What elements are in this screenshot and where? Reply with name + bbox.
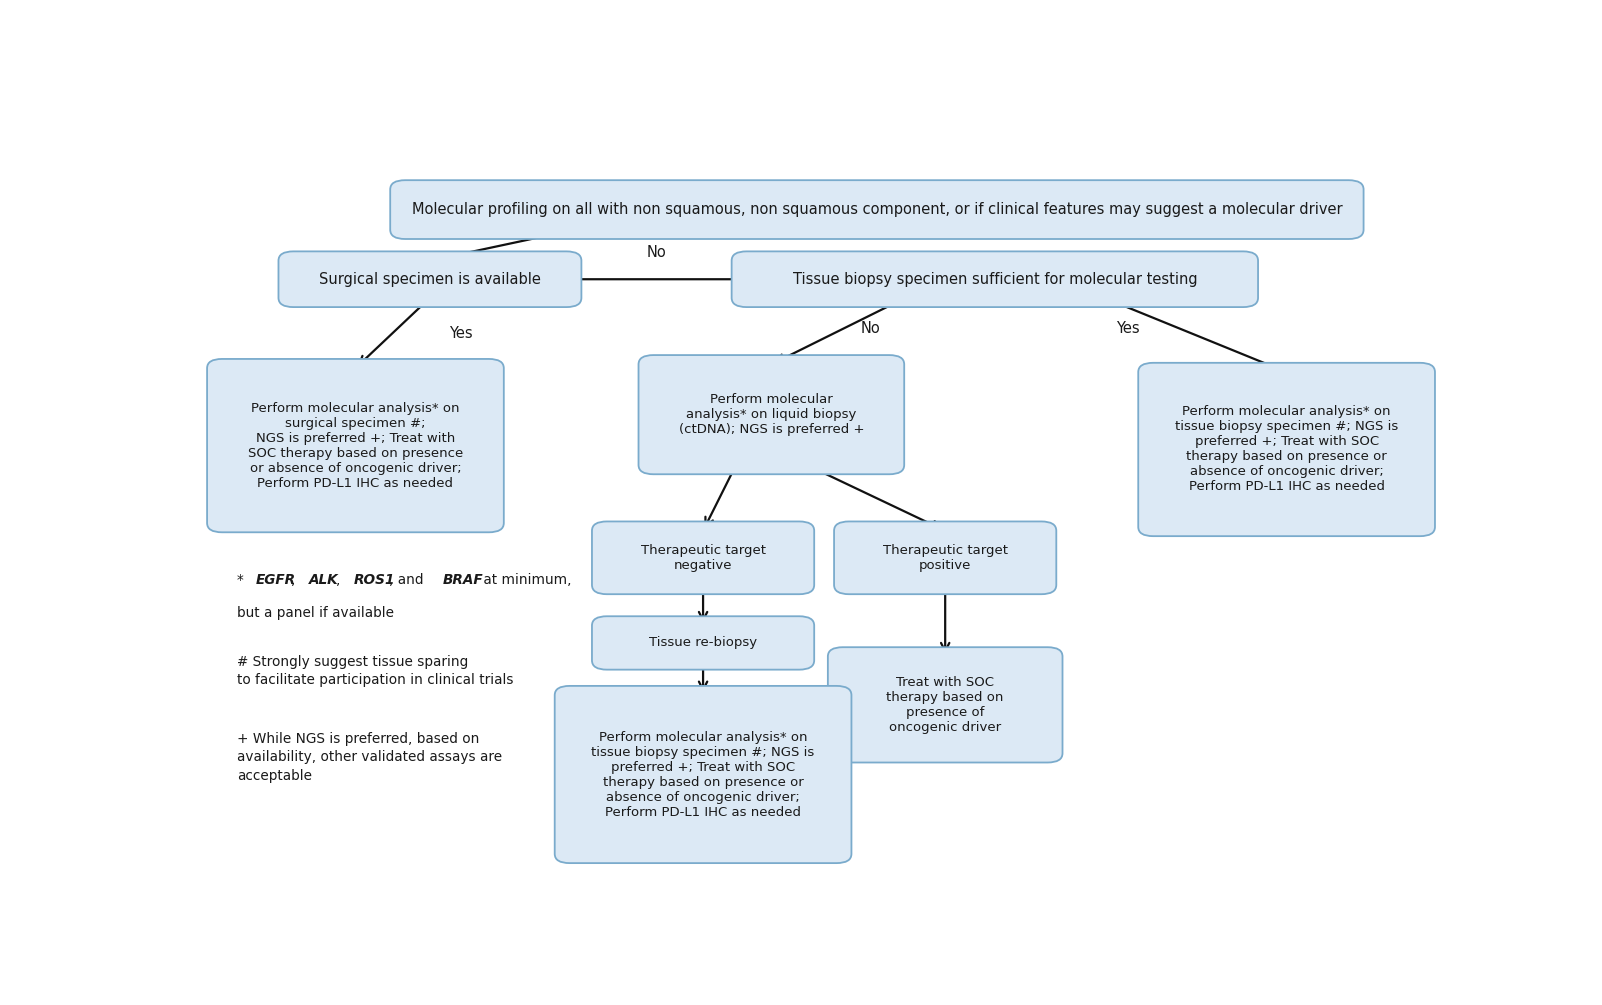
Text: BRAF: BRAF (444, 573, 484, 587)
Text: Yes: Yes (1117, 321, 1141, 336)
FancyBboxPatch shape (732, 251, 1258, 308)
Text: Surgical specimen is available: Surgical specimen is available (319, 271, 541, 286)
FancyBboxPatch shape (279, 251, 582, 308)
Text: + While NGS is preferred, based on
availability, other validated assays are
acce: + While NGS is preferred, based on avail… (237, 732, 503, 783)
Text: # Strongly suggest tissue sparing
to facilitate participation in clinical trials: # Strongly suggest tissue sparing to fac… (237, 654, 514, 687)
Text: ROS1: ROS1 (354, 573, 396, 587)
Text: at minimum,: at minimum, (479, 573, 572, 587)
Text: but a panel if available: but a panel if available (237, 606, 394, 620)
Text: Tissue biopsy specimen sufficient for molecular testing: Tissue biopsy specimen sufficient for mo… (793, 271, 1197, 286)
FancyBboxPatch shape (1139, 363, 1435, 536)
Text: Therapeutic target
positive: Therapeutic target positive (883, 544, 1008, 572)
FancyBboxPatch shape (207, 359, 503, 533)
Text: ,: , (292, 573, 300, 587)
Text: Treat with SOC
therapy based on
presence of
oncogenic driver: Treat with SOC therapy based on presence… (886, 675, 1004, 734)
Text: Perform molecular analysis* on
tissue biopsy specimen #; NGS is
preferred +; Tre: Perform molecular analysis* on tissue bi… (1174, 405, 1399, 493)
Text: *: * (237, 573, 248, 587)
FancyBboxPatch shape (391, 180, 1363, 239)
Text: , and: , and (389, 573, 428, 587)
FancyBboxPatch shape (593, 522, 814, 594)
Text: ,: , (336, 573, 344, 587)
Text: No: No (860, 321, 881, 336)
Text: Tissue re-biopsy: Tissue re-biopsy (649, 636, 758, 649)
Text: EGFR: EGFR (255, 573, 295, 587)
Text: No: No (647, 245, 666, 260)
FancyBboxPatch shape (554, 685, 851, 863)
FancyBboxPatch shape (593, 616, 814, 669)
Text: Perform molecular analysis* on
surgical specimen #;
NGS is preferred +; Treat wi: Perform molecular analysis* on surgical … (248, 402, 463, 489)
FancyBboxPatch shape (639, 355, 904, 474)
Text: Perform molecular analysis* on
tissue biopsy specimen #; NGS is
preferred +; Tre: Perform molecular analysis* on tissue bi… (591, 731, 815, 818)
Text: Molecular profiling on all with non squamous, non squamous component, or if clin: Molecular profiling on all with non squa… (412, 202, 1342, 217)
Text: Therapeutic target
negative: Therapeutic target negative (641, 544, 766, 572)
Text: Yes: Yes (449, 326, 473, 341)
FancyBboxPatch shape (835, 522, 1056, 594)
Text: Perform molecular
analysis* on liquid biopsy
(ctDNA); NGS is preferred +: Perform molecular analysis* on liquid bi… (679, 393, 863, 436)
Text: ALK: ALK (309, 573, 338, 587)
FancyBboxPatch shape (828, 647, 1062, 763)
